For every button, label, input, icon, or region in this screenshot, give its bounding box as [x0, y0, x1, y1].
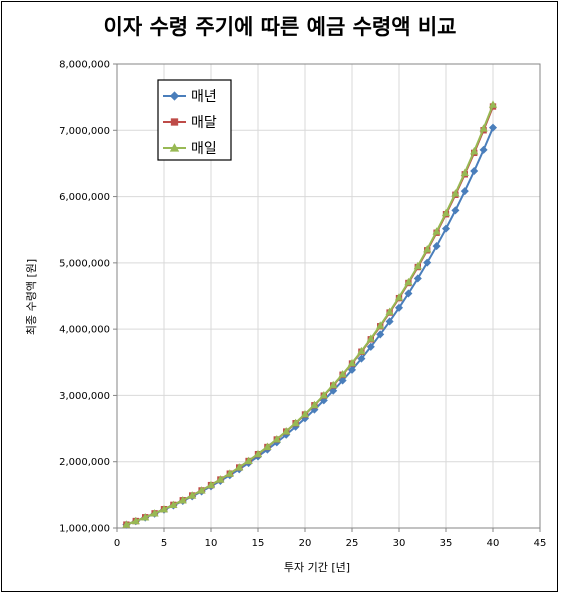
- data-point: [432, 227, 441, 235]
- x-tick-label: 5: [161, 538, 167, 549]
- data-point: [253, 449, 263, 458]
- data-point: [141, 513, 150, 521]
- data-point: [225, 469, 234, 477]
- data-point: [460, 187, 469, 196]
- data-point: [338, 370, 347, 378]
- y-tick-label: 7,000,000: [59, 126, 110, 137]
- series-2: [123, 103, 497, 528]
- y-tick-label: 1,000,000: [59, 524, 110, 535]
- plot-area-border: [116, 63, 541, 529]
- legend-marker: [170, 118, 179, 126]
- data-point: [272, 434, 281, 443]
- y-axis-label: 최종 수령액 [원]: [25, 259, 38, 335]
- data-point: [488, 100, 498, 108]
- data-point: [451, 206, 460, 215]
- series-group: [122, 100, 498, 529]
- legend-box: [157, 79, 232, 161]
- data-point: [394, 303, 404, 312]
- data-point: [357, 346, 366, 355]
- data-point: [441, 208, 451, 217]
- data-point: [394, 293, 404, 301]
- legend-label: 매달: [191, 115, 217, 131]
- data-point: [366, 334, 375, 342]
- data-point: [385, 307, 394, 315]
- data-point: [423, 258, 432, 267]
- data-point: [404, 289, 413, 298]
- x-tick-label: 25: [346, 538, 359, 549]
- y-tick-label: 2,000,000: [59, 457, 110, 468]
- data-point: [282, 427, 291, 435]
- data-point: [169, 500, 178, 508]
- data-point: [197, 486, 206, 494]
- series-line: [126, 104, 494, 526]
- legend-label: 매일: [191, 141, 217, 157]
- series-3: [122, 100, 498, 528]
- data-point: [479, 124, 488, 132]
- data-point: [423, 244, 432, 253]
- y-tick-label: 3,000,000: [59, 391, 110, 402]
- data-point: [263, 442, 272, 450]
- data-point: [216, 475, 225, 483]
- data-point: [178, 496, 187, 504]
- x-tick-label: 10: [205, 538, 218, 549]
- data-point: [291, 418, 300, 427]
- data-point: [122, 520, 131, 528]
- data-point: [451, 189, 460, 197]
- data-point: [488, 123, 498, 132]
- data-point: [300, 409, 310, 418]
- data-point: [159, 504, 169, 513]
- legend-label: 매년: [191, 89, 217, 105]
- data-point: [413, 274, 422, 283]
- data-point: [385, 317, 394, 326]
- legend-marker: [169, 91, 180, 101]
- data-point: [404, 277, 413, 286]
- data-point: [347, 358, 357, 367]
- x-axis-ticks: 0 5 10 15 20 25 30 35 40 45: [114, 528, 547, 549]
- y-tick-label: 4,000,000: [59, 325, 110, 336]
- series-line: [126, 127, 494, 526]
- x-tick-label: 35: [440, 538, 453, 549]
- chart-title: 이자 수령 주기에 따른 예금 수령액 비교: [104, 15, 457, 39]
- x-tick-label: 40: [487, 538, 500, 549]
- data-point: [460, 168, 469, 176]
- data-point: [206, 480, 216, 489]
- legend-marker: [169, 143, 180, 152]
- data-point: [235, 463, 244, 471]
- data-point: [470, 166, 479, 176]
- x-tick-label: 15: [252, 538, 265, 549]
- y-tick-label: 5,000,000: [59, 258, 110, 269]
- data-point: [366, 342, 375, 351]
- data-point: [150, 509, 159, 517]
- x-tick-label: 0: [114, 538, 120, 549]
- data-point: [188, 491, 197, 499]
- data-point: [376, 330, 385, 339]
- series-1: [122, 123, 498, 529]
- data-point: [310, 400, 319, 409]
- data-point: [479, 145, 488, 154]
- data-point: [376, 321, 385, 329]
- data-point: [329, 380, 338, 389]
- x-tick-label: 30: [393, 538, 406, 549]
- data-point: [131, 516, 140, 525]
- data-point: [470, 146, 479, 155]
- data-point: [319, 390, 328, 399]
- x-tick-label: 45: [534, 538, 547, 549]
- data-point: [244, 456, 253, 464]
- x-tick-label: 20: [299, 538, 312, 549]
- data-point: [347, 365, 357, 374]
- data-point: [413, 261, 422, 270]
- data-point: [357, 354, 366, 363]
- data-point: [432, 242, 441, 251]
- y-tick-label: 6,000,000: [59, 192, 110, 203]
- data-point: [338, 376, 347, 385]
- data-point: [441, 224, 451, 233]
- y-tick-label: 8,000,000: [59, 60, 110, 71]
- x-axis-label: 투자 기간 [년]: [284, 561, 350, 574]
- y-axis-ticks: 1,000,000 2,000,000 3,000,000 4,000,000 5,00…: [59, 60, 117, 535]
